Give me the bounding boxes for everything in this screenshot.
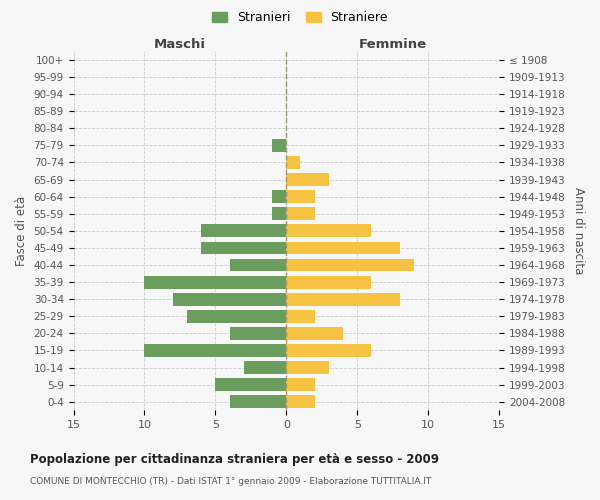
Bar [286,344,371,357]
Bar [230,327,286,340]
Bar [173,293,286,306]
Bar [272,139,286,152]
Legend: Stranieri, Straniere: Stranieri, Straniere [207,6,393,29]
Bar [230,258,286,272]
Bar [201,242,286,254]
Bar [272,208,286,220]
Bar [244,361,286,374]
Bar [286,173,329,186]
Text: Popolazione per cittadinanza straniera per età e sesso - 2009: Popolazione per cittadinanza straniera p… [30,452,439,466]
Bar [286,361,329,374]
Bar [286,190,314,203]
Bar [215,378,286,391]
Y-axis label: Fasce di età: Fasce di età [15,196,28,266]
Bar [286,208,314,220]
Text: Femmine: Femmine [359,38,427,51]
Bar [145,344,286,357]
Bar [230,396,286,408]
Bar [286,276,371,288]
Bar [286,258,414,272]
Text: COMUNE DI MONTECCHIO (TR) - Dati ISTAT 1° gennaio 2009 - Elaborazione TUTTITALIA: COMUNE DI MONTECCHIO (TR) - Dati ISTAT 1… [30,478,431,486]
Bar [187,310,286,322]
Bar [286,156,301,169]
Text: Maschi: Maschi [154,38,206,51]
Bar [145,276,286,288]
Bar [286,378,314,391]
Bar [286,396,314,408]
Bar [286,224,371,237]
Bar [286,310,314,322]
Bar [272,190,286,203]
Y-axis label: Anni di nascita: Anni di nascita [572,187,585,274]
Bar [286,327,343,340]
Bar [201,224,286,237]
Bar [286,293,400,306]
Bar [286,242,400,254]
